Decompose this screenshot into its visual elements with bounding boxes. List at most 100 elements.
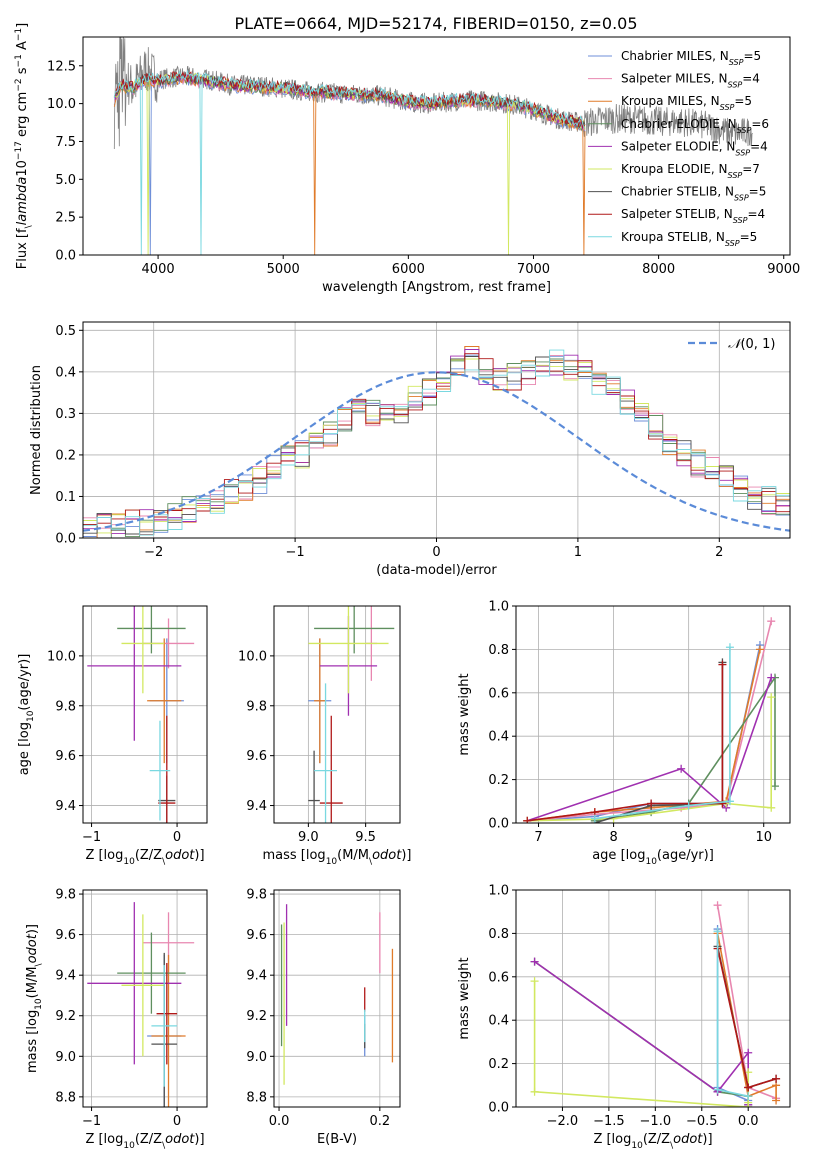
legend-entry: Chabrier STELIB, NSSP=5 xyxy=(621,185,766,203)
y-axis-label-part: lambda xyxy=(15,177,30,226)
weight-line-kroupa-stelib xyxy=(594,647,731,820)
x-tick-label: 7000 xyxy=(517,262,550,277)
x-tick-label: −0.5 xyxy=(686,1114,718,1129)
weight-marker-kroupa-stelib xyxy=(744,1092,753,1101)
x-tick-label: 1 xyxy=(574,545,582,560)
y-axis-label-part: Normed distribution xyxy=(29,365,44,495)
legend-entry: Chabrier ELODIE, NSSP=6 xyxy=(621,117,769,135)
x-tick-label: 7 xyxy=(534,830,542,845)
x-tick-label: 8 xyxy=(609,830,617,845)
y-tick-label: 10.0 xyxy=(238,649,267,664)
x-axis-label: Z [log10(Z/Z\odot)] xyxy=(85,1132,204,1151)
y-axis-label: mass [log10(M/M\odot)] xyxy=(25,924,44,1073)
y-tick-label: 9.6 xyxy=(246,928,267,943)
axes-frame xyxy=(82,36,791,256)
x-axis-label-part: odot xyxy=(673,1132,703,1147)
legend-entry-name: Chabrier ELODIE, N xyxy=(621,117,737,131)
x-tick-label: 0 xyxy=(173,830,181,845)
x-tick-label: 0 xyxy=(432,545,440,560)
y-tick-label: 12.5 xyxy=(47,59,76,74)
panel-mass-age: 9.0 9.5 9.4 9.6 9.8 10.0 mass [log10(M/M\odot)… xyxy=(238,605,412,867)
y-tick-label: 0.2 xyxy=(488,1057,509,1072)
x-tick-label: −2.0 xyxy=(547,1114,579,1129)
legend-entry-sub: SSP xyxy=(720,103,735,112)
axes-frame xyxy=(515,889,791,1108)
gaussian-curve xyxy=(83,371,790,532)
weight-marker-salpeter-stelib xyxy=(744,1083,753,1092)
legend-entry: Salpeter ELODIE, NSSP=4 xyxy=(621,139,768,157)
x-axis-label-part: (data-model)/error xyxy=(376,563,497,578)
legend-entry: Kroupa MILES, NSSP=5 xyxy=(621,94,752,112)
histogram-kroupa-stelib xyxy=(83,349,790,538)
y-tick-label: 0.5 xyxy=(55,324,76,339)
x-axis-label-part: odot xyxy=(372,848,402,863)
x-tick-label: 9 xyxy=(685,830,693,845)
y-tick-label: 0.8 xyxy=(488,643,509,658)
legend-entry-value: =4 xyxy=(742,72,760,86)
legend-entry-value: =5 xyxy=(740,230,758,244)
x-tick-label: −2 xyxy=(144,545,163,560)
legend-entry-name: Kroupa STELIB, N xyxy=(621,230,725,244)
x-tick-label: 10 xyxy=(755,830,772,845)
y-tick-label: 7.5 xyxy=(55,135,76,150)
weight-line-salpeter-elodie xyxy=(534,960,750,1105)
legend-entry-sub: SSP xyxy=(728,80,743,89)
y-tick-label: 0.6 xyxy=(488,970,509,985)
y-axis-label-part: mass weight xyxy=(457,957,472,1039)
x-tick-label: −1.0 xyxy=(640,1114,672,1129)
legend-entry-value: =5 xyxy=(743,49,761,63)
plot-area xyxy=(523,617,779,823)
legend-entry-value: =5 xyxy=(734,94,752,108)
legend-entry-value: =7 xyxy=(742,162,760,176)
x-axis-label: wavelength [Angstrom, rest frame] xyxy=(322,280,551,295)
plot-area xyxy=(83,346,790,538)
weight-marker-kroupa-elodie xyxy=(530,977,539,986)
x-axis-label-part: Z [log xyxy=(85,848,123,863)
weight-line-chabrier-elodie xyxy=(534,960,750,1107)
y-tick-label: 9.6 xyxy=(55,928,76,943)
panel-spectrum: 4000 5000 6000 7000 8000 9000 0.0 2.5 5.0 7.5 10.0… xyxy=(14,23,800,295)
y-axis-label-part: erg cm xyxy=(15,92,30,141)
x-axis-label-part: )] xyxy=(194,1132,204,1147)
x-axis-label-part: age [log xyxy=(592,848,645,863)
legend-entry-value: =4 xyxy=(750,139,768,153)
x-tick-label: 0.0 xyxy=(269,1114,290,1129)
legend-entry-name: Chabrier STELIB, N xyxy=(621,185,734,199)
legend-entry-name: Salpeter MILES, N xyxy=(621,72,728,86)
x-axis-label-part: )] xyxy=(702,1132,712,1147)
weight-line-salpeter-elodie xyxy=(527,677,772,822)
x-axis-label: (data-model)/error xyxy=(376,563,497,578)
y-tick-label: 9.8 xyxy=(55,888,76,903)
y-axis-label: mass weight xyxy=(457,673,472,755)
y-tick-label: 9.6 xyxy=(246,749,267,764)
weight-line-salpeter-stelib xyxy=(716,948,777,1089)
axes-frame xyxy=(82,605,208,824)
x-axis-label: Z [log10(Z/Z\odot)] xyxy=(593,1132,712,1151)
x-axis-label-part: odot xyxy=(165,1132,195,1147)
axes-frame xyxy=(82,889,208,1108)
weight-marker-kroupa-miles xyxy=(772,1096,781,1105)
y-tick-label: 2.5 xyxy=(55,211,76,226)
panel-residuals: −2 −1 0 1 2 0.0 0.1 0.2 0.3 0.4 0.5 (data-model)/er… xyxy=(29,321,791,578)
legend-entry: Kroupa STELIB, NSSP=5 xyxy=(621,230,757,248)
y-axis-label-part: ] xyxy=(15,23,30,28)
x-axis-label-part: (age/yr)] xyxy=(657,848,714,863)
weight-line-chabrier-miles xyxy=(527,644,761,822)
legend-entry-sub: SSP xyxy=(735,148,750,157)
y-tick-label: 1.0 xyxy=(488,600,509,615)
x-tick-label: 9000 xyxy=(767,262,800,277)
x-axis-label-part: (Z/Z xyxy=(135,848,162,863)
y-tick-label: 0.8 xyxy=(488,927,509,942)
legend-entry-name: Salpeter STELIB, N xyxy=(621,207,733,221)
y-tick-label: 0.3 xyxy=(55,407,76,422)
y-tick-label: 5.0 xyxy=(55,173,76,188)
y-tick-label: 0.4 xyxy=(488,1014,509,1029)
y-tick-label: 8.8 xyxy=(55,1090,76,1105)
x-axis-label-part: wavelength [Angstrom, rest frame] xyxy=(322,280,551,295)
x-axis-label-part: E(B-V) xyxy=(317,1132,357,1147)
y-axis-label-part: −1 xyxy=(14,54,24,67)
legend-entry-sub: SSP xyxy=(733,216,748,225)
